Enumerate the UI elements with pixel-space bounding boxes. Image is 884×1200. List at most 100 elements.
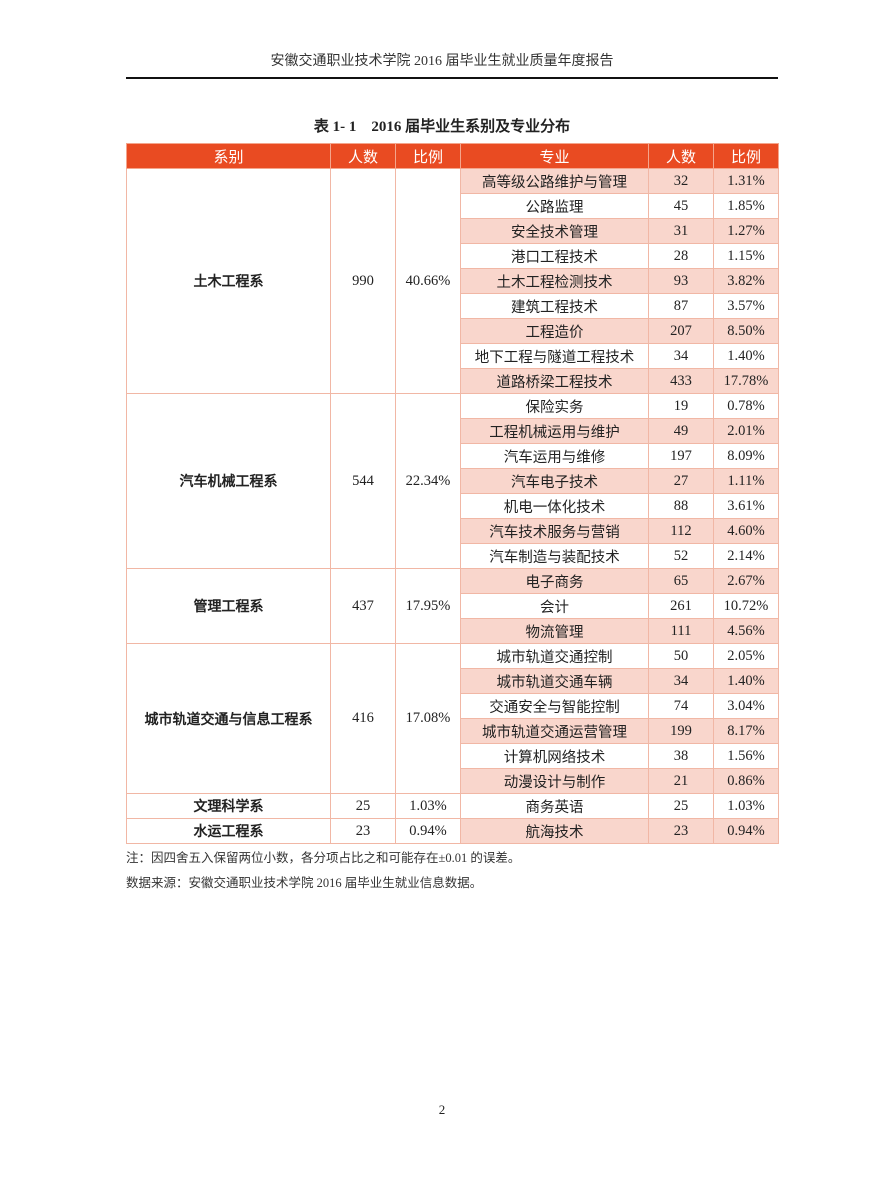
table-row: 交通安全与智能控制 74 3.04%: [127, 693, 779, 719]
table-row: 汽车电子技术 27 1.11%: [127, 468, 779, 494]
table-row: 汽车机械工程系 544 22.34% 保险实务 19 0.78%: [126, 393, 779, 569]
major-ratio: 1.56%: [713, 743, 779, 769]
dept-count: 23: [330, 818, 396, 844]
major-name: 土木工程检测技术: [460, 268, 649, 294]
data-source: 数据来源：安徽交通职业技术学院 2016 届毕业生就业信息数据。: [126, 876, 483, 890]
major-ratio: 1.27%: [713, 218, 779, 244]
table-row: 文理科学系 25 1.03% 商务英语 25 1.03%: [126, 793, 779, 819]
table-row: 城市轨道交通运营管理 199 8.17%: [127, 718, 779, 744]
major-name: 城市轨道交通车辆: [460, 668, 649, 694]
dept-count: 437: [330, 568, 396, 644]
table-row: 城市轨道交通与信息工程系 416 17.08% 城市轨道交通控制 50 2.05%: [126, 643, 779, 794]
major-count: 49: [648, 418, 714, 444]
major-name: 城市轨道交通控制: [460, 643, 649, 669]
table-header-row: 系别 人数 比例 专业 人数 比例: [126, 143, 779, 169]
major-count: 38: [648, 743, 714, 769]
major-count: 19: [648, 393, 714, 419]
table-row: 汽车技术服务与营销 112 4.60%: [127, 518, 779, 544]
page-number: 2: [438, 1102, 446, 1117]
major-count: 433: [648, 368, 714, 394]
major-count: 23: [648, 818, 714, 844]
major-count: 111: [648, 618, 714, 644]
major-name: 安全技术管理: [460, 218, 649, 244]
table-row: 水运工程系 23 0.94% 航海技术 23 0.94%: [126, 818, 779, 844]
col-header-major: 专业: [460, 143, 649, 169]
dept-ratio: 17.08%: [395, 643, 461, 794]
major-count: 199: [648, 718, 714, 744]
table-row: 港口工程技术 28 1.15%: [127, 243, 779, 269]
major-count: 88: [648, 493, 714, 519]
dept-ratio: 22.34%: [395, 393, 461, 569]
major-name: 建筑工程技术: [460, 293, 649, 319]
major-ratio: 4.60%: [713, 518, 779, 544]
table-row: 工程造价 207 8.50%: [127, 318, 779, 344]
major-count: 112: [648, 518, 714, 544]
major-count: 65: [648, 568, 714, 594]
major-count: 34: [648, 668, 714, 694]
dept-ratio: 40.66%: [395, 168, 461, 394]
major-ratio: 1.85%: [713, 193, 779, 219]
major-name: 道路桥梁工程技术: [460, 368, 649, 394]
major-ratio: 3.61%: [713, 493, 779, 519]
col-header-major-ratio: 比例: [713, 143, 779, 169]
header-rule: [126, 77, 778, 79]
major-name: 航海技术: [460, 818, 649, 844]
major-name: 汽车运用与维修: [460, 443, 649, 469]
major-count: 45: [648, 193, 714, 219]
dept-count: 990: [330, 168, 396, 394]
major-name: 商务英语: [460, 793, 649, 819]
major-ratio: 1.03%: [713, 793, 779, 819]
major-count: 32: [648, 168, 714, 194]
major-ratio: 8.50%: [713, 318, 779, 344]
major-name: 高等级公路维护与管理: [460, 168, 649, 194]
major-name: 汽车制造与装配技术: [460, 543, 649, 569]
major-name: 汽车电子技术: [460, 468, 649, 494]
table-row: 会计 261 10.72%: [127, 593, 779, 619]
major-name: 地下工程与隧道工程技术: [460, 343, 649, 369]
dept-count: 416: [330, 643, 396, 794]
table-row: 公路监理 45 1.85%: [127, 193, 779, 219]
table-row: 土木工程检测技术 93 3.82%: [127, 268, 779, 294]
major-name: 汽车技术服务与营销: [460, 518, 649, 544]
major-ratio: 8.17%: [713, 718, 779, 744]
major-count: 74: [648, 693, 714, 719]
dept-name: 水运工程系: [126, 818, 331, 844]
table-row: 机电一体化技术 88 3.61%: [127, 493, 779, 519]
major-ratio: 2.14%: [713, 543, 779, 569]
major-count: 52: [648, 543, 714, 569]
major-name: 动漫设计与制作: [460, 768, 649, 794]
major-ratio: 3.82%: [713, 268, 779, 294]
col-header-dept-count: 人数: [330, 143, 396, 169]
major-ratio: 2.01%: [713, 418, 779, 444]
major-count: 207: [648, 318, 714, 344]
major-ratio: 8.09%: [713, 443, 779, 469]
major-ratio: 3.57%: [713, 293, 779, 319]
table-row: 计算机网络技术 38 1.56%: [127, 743, 779, 769]
dept-name: 城市轨道交通与信息工程系: [126, 643, 331, 794]
major-name: 港口工程技术: [460, 243, 649, 269]
dept-name: 土木工程系: [126, 168, 331, 394]
major-name: 交通安全与智能控制: [460, 693, 649, 719]
major-name: 计算机网络技术: [460, 743, 649, 769]
major-ratio: 0.78%: [713, 393, 779, 419]
major-ratio: 0.86%: [713, 768, 779, 794]
table-caption: 表 1- 1 2016 届毕业生系别及专业分布: [313, 119, 571, 135]
major-name: 会计: [460, 593, 649, 619]
dept-name: 汽车机械工程系: [126, 393, 331, 569]
major-ratio: 2.05%: [713, 643, 779, 669]
table-row: 工程机械运用与维护 49 2.01%: [127, 418, 779, 444]
major-count: 93: [648, 268, 714, 294]
major-count: 27: [648, 468, 714, 494]
major-ratio: 4.56%: [713, 618, 779, 644]
table-row: 建筑工程技术 87 3.57%: [127, 293, 779, 319]
dept-name: 文理科学系: [126, 793, 331, 819]
table-row: 管理工程系 437 17.95% 电子商务 65 2.67%: [126, 568, 779, 644]
major-count: 197: [648, 443, 714, 469]
col-header-major-count: 人数: [648, 143, 714, 169]
major-count: 28: [648, 243, 714, 269]
major-name: 电子商务: [460, 568, 649, 594]
table-row: 汽车制造与装配技术 52 2.14%: [127, 543, 779, 569]
major-ratio: 10.72%: [713, 593, 779, 619]
major-ratio: 1.15%: [713, 243, 779, 269]
major-count: 87: [648, 293, 714, 319]
